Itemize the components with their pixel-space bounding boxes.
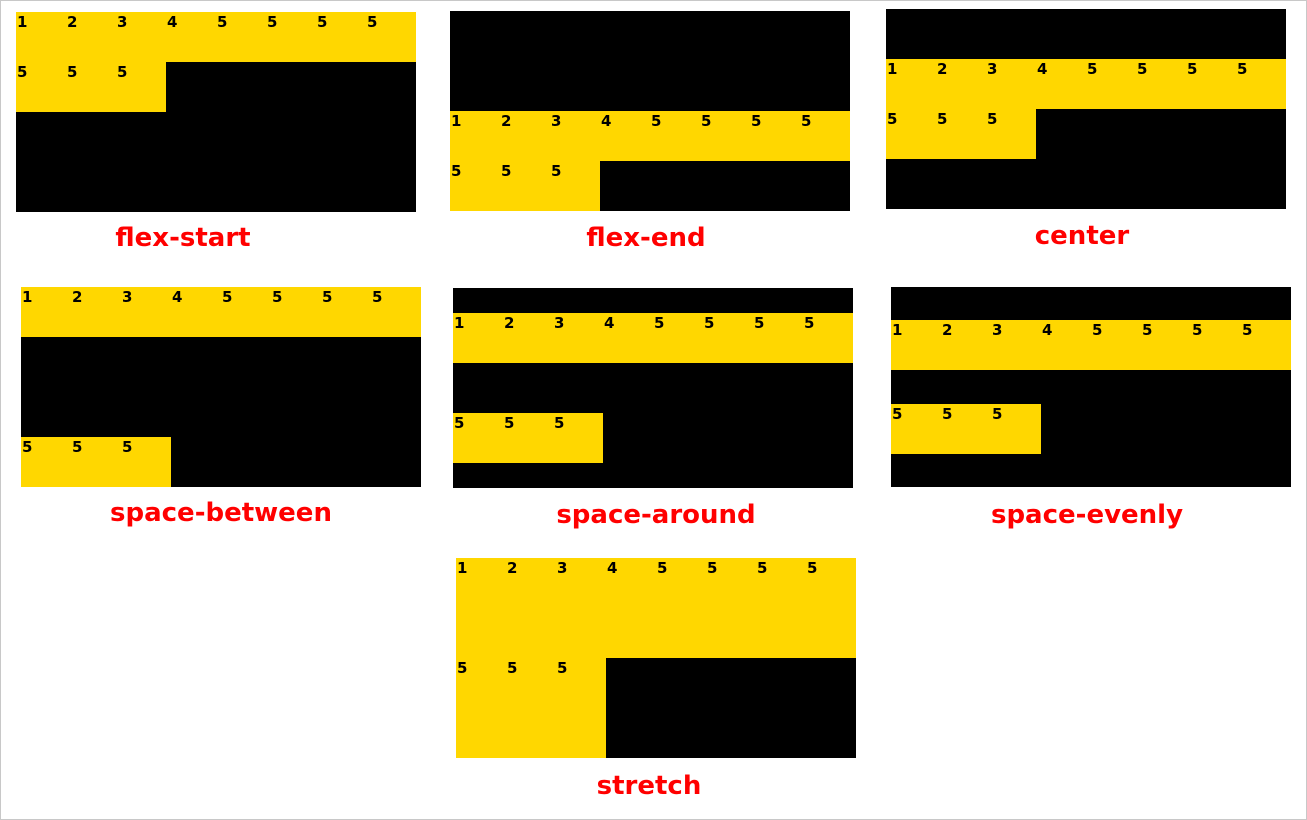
flex-item: 1 — [16, 12, 66, 62]
flex-item: 5 — [706, 558, 756, 658]
flex-item: 5 — [450, 161, 500, 211]
flex-item: 5 — [316, 12, 366, 62]
flex-item: 5 — [656, 558, 706, 658]
flex-item: 5 — [703, 313, 753, 363]
flex-item: 5 — [991, 403, 1041, 454]
flex-item: 5 — [506, 658, 556, 758]
flex-item: 3 — [116, 12, 166, 62]
flex-item: 2 — [506, 558, 556, 658]
flex-item: 5 — [800, 111, 850, 161]
flex-item: 2 — [936, 59, 986, 109]
caption-space-around: space-around — [556, 500, 756, 530]
flex-item: 3 — [121, 287, 171, 337]
flex-item: 5 — [803, 313, 853, 363]
flex-item: 1 — [450, 111, 500, 161]
flex-item: 4 — [166, 12, 216, 62]
flex-item: 5 — [556, 658, 606, 758]
flex-item: 5 — [266, 12, 316, 62]
flex-item: 5 — [936, 109, 986, 159]
flex-item: 5 — [221, 287, 271, 337]
flex-item: 5 — [753, 313, 803, 363]
flex-item: 5 — [1091, 320, 1141, 371]
flex-item: 5 — [1191, 320, 1241, 371]
flex-item: 2 — [71, 287, 121, 337]
flex-item: 5 — [886, 109, 936, 159]
flex-item: 5 — [503, 413, 553, 463]
flex-item: 5 — [1141, 320, 1191, 371]
flex-item: 1 — [453, 313, 503, 363]
flex-item: 5 — [71, 437, 121, 487]
flex-item: 5 — [941, 403, 991, 454]
flex-item: 5 — [553, 413, 603, 463]
flex-item: 4 — [171, 287, 221, 337]
flex-item: 5 — [366, 12, 416, 62]
flex-item: 4 — [600, 111, 650, 161]
flex-item: 1 — [21, 287, 71, 337]
flex-item: 1 — [456, 558, 506, 658]
flex-item: 5 — [1136, 59, 1186, 109]
caption-stretch: stretch — [596, 771, 702, 801]
flex-item: 4 — [1041, 320, 1091, 371]
flex-item: 5 — [550, 161, 600, 211]
flex-item: 4 — [603, 313, 653, 363]
caption-flex-start: flex-start — [115, 223, 251, 253]
flex-item: 5 — [66, 62, 116, 112]
flex-item: 5 — [16, 62, 66, 112]
flex-item: 5 — [21, 437, 71, 487]
flex-item: 5 — [371, 287, 421, 337]
flex-item: 1 — [886, 59, 936, 109]
flex-item: 5 — [216, 12, 266, 62]
flex-item: 5 — [653, 313, 703, 363]
flex-item: 5 — [986, 109, 1036, 159]
flex-item: 5 — [806, 558, 856, 658]
flex-item: 2 — [941, 320, 991, 371]
flex-item: 2 — [500, 111, 550, 161]
flex-item: 2 — [503, 313, 553, 363]
flex-item: 3 — [556, 558, 606, 658]
flex-item: 5 — [500, 161, 550, 211]
flex-item: 5 — [1236, 59, 1286, 109]
flex-item: 2 — [66, 12, 116, 62]
caption-flex-end: flex-end — [586, 223, 706, 253]
flex-item: 5 — [700, 111, 750, 161]
flex-item: 5 — [271, 287, 321, 337]
caption-space-between: space-between — [110, 498, 332, 528]
flex-item: 5 — [1186, 59, 1236, 109]
caption-space-evenly: space-evenly — [990, 500, 1184, 530]
flex-item: 5 — [891, 403, 941, 454]
flex-item: 3 — [991, 320, 1041, 371]
flex-item: 5 — [453, 413, 503, 463]
flex-item: 5 — [750, 111, 800, 161]
flex-item: 3 — [553, 313, 603, 363]
flex-item: 5 — [756, 558, 806, 658]
flex-item: 5 — [1241, 320, 1291, 371]
flex-item: 1 — [891, 320, 941, 371]
flex-item: 5 — [650, 111, 700, 161]
flex-item: 5 — [1086, 59, 1136, 109]
flex-item: 3 — [986, 59, 1036, 109]
flex-item: 4 — [606, 558, 656, 658]
flex-item: 5 — [321, 287, 371, 337]
caption-center: center — [1034, 221, 1130, 251]
flex-item: 3 — [550, 111, 600, 161]
flex-item: 5 — [456, 658, 506, 758]
flex-item: 4 — [1036, 59, 1086, 109]
flex-item: 5 — [121, 437, 171, 487]
flex-item: 5 — [116, 62, 166, 112]
